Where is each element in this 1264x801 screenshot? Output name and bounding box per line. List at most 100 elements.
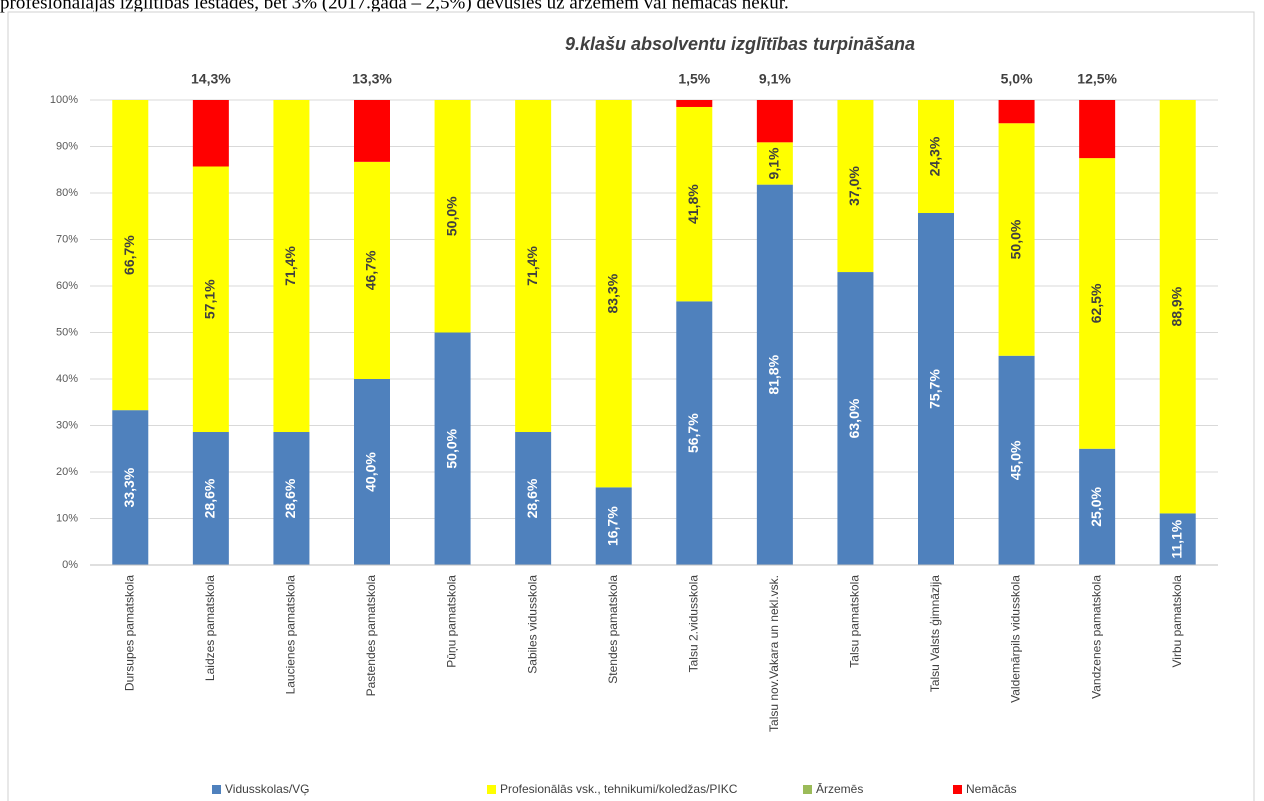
data-label: 75,7% [927,369,943,409]
bar-segment [756,142,793,185]
bar-segment [273,100,310,433]
x-tick-label: Stendes pamatskola [606,575,620,684]
bar-segment [354,100,390,162]
y-tick-label: 70% [56,233,78,245]
x-tick-label: Valdemārpils vidusskola [1009,575,1023,703]
y-tick-label: 50% [56,326,78,338]
y-tick-label: 60% [56,280,78,292]
bar-segment [756,184,793,565]
x-tick-label: Virbu pamatskola [1170,575,1184,668]
data-label: 28,6% [282,478,298,518]
data-label: 56,7% [685,413,701,453]
data-label: 88,9% [1168,286,1184,326]
bar-segment [515,100,552,433]
data-label: 33,3% [121,467,137,507]
y-tick-label: 40% [56,373,78,385]
data-label: 28,6% [202,478,218,518]
chart-title: 9.klašu absolventu izglītības turpināšan… [565,34,915,54]
data-label: 71,4% [282,246,298,286]
bar-segment [192,166,229,433]
x-tick-label: Pūņu pamatskola [445,575,459,668]
y-tick-label: 90% [56,140,78,152]
legend-marker [953,785,962,794]
bar-segment [918,100,954,213]
bar-segment [676,301,713,565]
data-label: 71,4% [524,246,540,286]
data-label: 50,0% [1007,219,1023,259]
bar-segment [1079,100,1116,159]
data-label: 50,0% [443,196,459,236]
bar-segment [192,432,229,565]
bar-segment [918,212,954,565]
legend-label: Nemācās [966,782,1017,796]
data-label: 83,3% [604,273,620,313]
chart-frame [7,11,1255,801]
bar-segment [595,487,632,565]
bar-segment [676,106,713,302]
data-label: 28,6% [524,478,540,518]
y-tick-label: 100% [50,94,78,106]
x-tick-label: Laidzes pamatskola [203,575,217,681]
data-label: 13,3% [352,71,392,87]
x-tick-label: Dursupes pamatskola [122,575,136,691]
bar-segment [998,123,1035,356]
data-label: 5,0% [1001,71,1033,87]
data-label: 40,0% [363,452,379,492]
legend-marker [803,785,812,794]
bar-segment [515,432,552,565]
legend-label: Ārzemēs [816,782,863,796]
bar-segment [273,432,310,565]
legend-marker [212,785,221,794]
data-label: 11,1% [1168,519,1184,558]
bar-segment [595,100,632,488]
data-label: 50,0% [443,428,459,468]
data-label: 46,7% [363,250,379,290]
bar-segment [112,100,149,411]
data-label: 9,1% [759,71,791,87]
data-label: 12,5% [1077,71,1117,87]
x-tick-label: Laucienes pamatskola [284,575,298,695]
bar-segment [112,410,149,565]
bar-segment [998,100,1035,124]
data-label: 66,7% [121,235,137,275]
data-label: 9,1% [766,147,782,179]
x-tick-label: Pastendes pamatskola [364,575,378,697]
bar-segment [1159,100,1196,514]
data-label: 62,5% [1088,283,1104,323]
bar-segment [1159,513,1196,565]
data-label: 41,8% [685,184,701,224]
data-label: 14,3% [191,71,231,87]
data-label: 24,3% [927,136,943,176]
bar-segment [837,100,874,273]
data-label: 1,5% [678,71,710,87]
y-tick-label: 30% [56,419,78,431]
bar-segment [434,332,471,565]
data-label: 37,0% [846,166,862,206]
data-label: 63,0% [846,398,862,438]
bar-segment [1079,448,1116,565]
x-tick-label: Talsu Valsts ģimnāzija [928,575,942,692]
data-label: 57,1% [202,279,218,319]
x-tick-label: Talsu nov.Vakara un nekl.vsk. [767,575,781,732]
y-tick-label: 80% [56,187,78,199]
y-tick-label: 0% [62,559,78,571]
x-tick-label: Vandzenes pamatskola [1089,575,1103,699]
bar-segment [998,355,1035,565]
caption: profesionālajās izglītības iestādēs, bet… [0,0,789,13]
x-tick-label: Talsu pamatskola [848,575,862,668]
x-tick-label: Talsu 2.vidusskola [686,575,700,673]
bar-segment [354,379,390,565]
y-tick-label: 20% [56,466,78,478]
data-label: 45,0% [1007,440,1023,480]
data-label: 25,0% [1088,486,1104,526]
bar-segment [837,272,874,565]
legend-label: Profesionālās vsk., tehnikumi/koledžas/P… [500,782,738,796]
bar-segment [354,161,390,379]
bar-segment [192,100,229,167]
legend-label: Vidusskolas/VĢ [225,782,310,796]
bar-segment [676,100,713,107]
bar-segment [434,100,471,333]
bar-segment [1079,158,1116,449]
